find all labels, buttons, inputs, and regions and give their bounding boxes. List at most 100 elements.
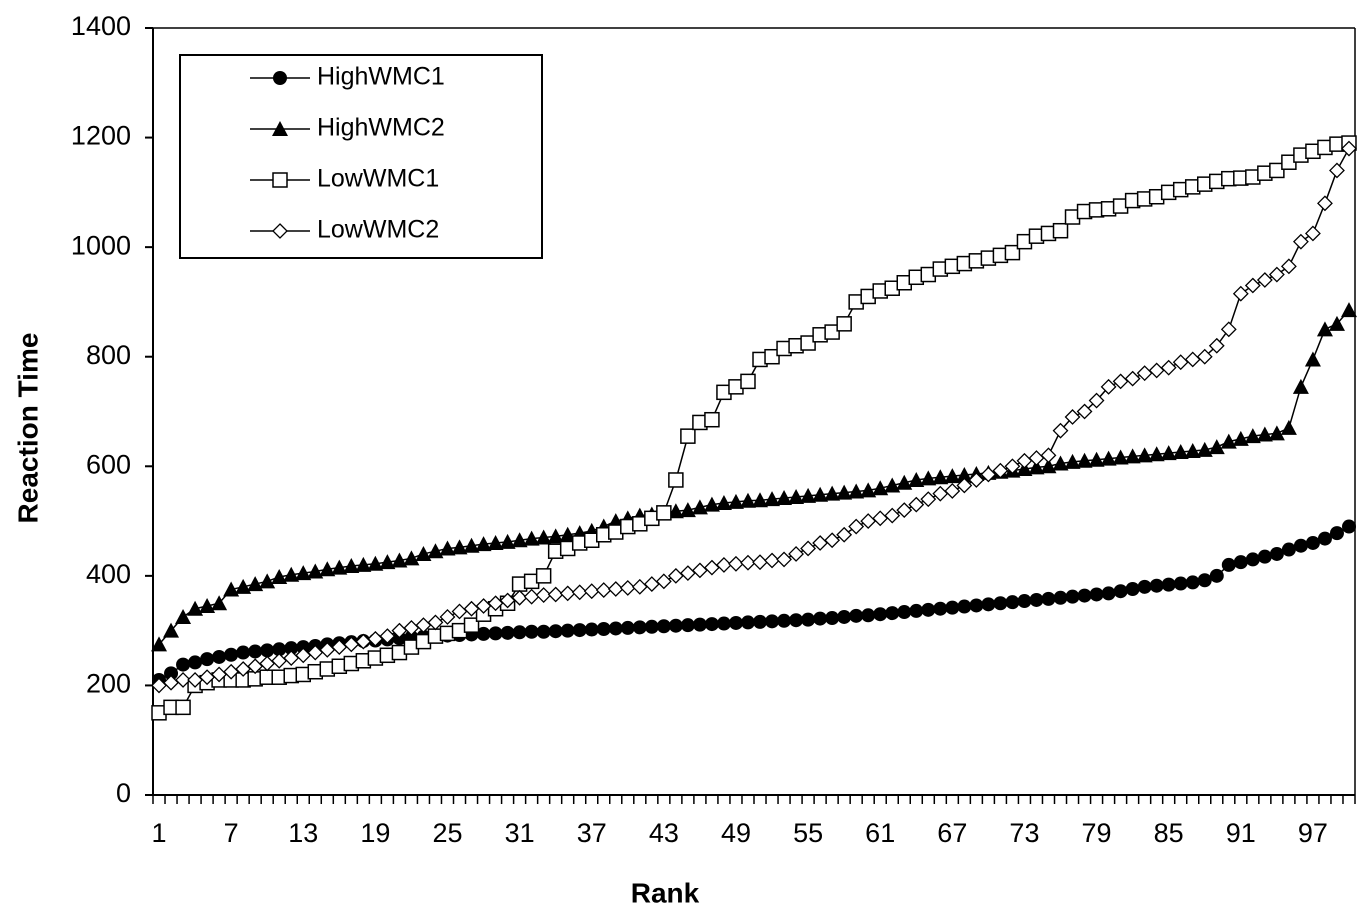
- marker: [969, 598, 984, 613]
- marker: [1304, 351, 1321, 367]
- marker: [295, 565, 312, 581]
- marker: [1184, 442, 1201, 458]
- marker: [1173, 576, 1188, 591]
- marker: [644, 619, 659, 634]
- y-tick-label: 1000: [71, 230, 131, 260]
- legend-box: [179, 54, 543, 259]
- marker: [212, 649, 227, 664]
- marker: [1316, 321, 1333, 337]
- marker: [981, 597, 996, 612]
- marker: [307, 563, 324, 579]
- marker: [1052, 422, 1069, 439]
- marker: [728, 615, 743, 630]
- marker: [271, 568, 288, 584]
- marker: [1244, 428, 1261, 444]
- y-tick-label: 1400: [71, 11, 131, 41]
- marker: [1220, 321, 1237, 338]
- series-2: [151, 135, 1357, 721]
- marker: [764, 552, 780, 569]
- marker: [957, 599, 972, 614]
- marker: [391, 552, 408, 568]
- marker: [187, 600, 204, 616]
- marker: [175, 672, 191, 688]
- marker: [716, 616, 731, 631]
- marker: [1088, 451, 1105, 467]
- marker: [1244, 277, 1261, 294]
- marker: [211, 595, 228, 611]
- marker: [319, 561, 336, 577]
- marker: [1149, 578, 1164, 593]
- marker: [1028, 450, 1045, 466]
- marker: [704, 411, 720, 428]
- marker: [788, 546, 804, 562]
- series-0: [152, 519, 1356, 687]
- marker: [885, 606, 900, 621]
- marker: [980, 466, 997, 483]
- marker: [727, 493, 744, 509]
- marker: [235, 578, 252, 594]
- marker: [753, 614, 768, 629]
- marker: [1125, 582, 1140, 597]
- marker: [175, 608, 192, 624]
- marker: [740, 554, 756, 571]
- marker: [523, 530, 540, 546]
- marker: [151, 636, 168, 652]
- marker: [488, 626, 503, 641]
- marker: [1148, 446, 1165, 462]
- marker: [824, 485, 841, 501]
- marker: [1113, 584, 1128, 599]
- marker: [1017, 594, 1032, 609]
- marker: [1172, 444, 1189, 460]
- marker: [1268, 266, 1285, 283]
- marker: [272, 642, 287, 657]
- marker: [860, 482, 877, 498]
- legend-label: LowWMC2: [317, 216, 439, 244]
- marker: [1041, 591, 1056, 606]
- marker: [1100, 378, 1117, 395]
- marker: [283, 566, 300, 582]
- marker: [512, 625, 527, 640]
- marker: [908, 496, 925, 513]
- marker: [656, 619, 671, 634]
- marker: [379, 554, 396, 570]
- marker: [427, 614, 444, 631]
- y-tick-label: 400: [86, 559, 131, 589]
- marker: [560, 623, 575, 638]
- marker: [1328, 315, 1345, 331]
- marker: [1209, 568, 1224, 583]
- marker: [536, 624, 551, 639]
- marker: [584, 622, 599, 637]
- marker: [788, 488, 805, 504]
- marker: [944, 468, 961, 484]
- marker: [247, 576, 264, 592]
- marker: [1305, 225, 1321, 242]
- marker: [668, 618, 683, 633]
- marker: [1029, 592, 1044, 607]
- marker: [572, 623, 587, 638]
- marker: [1064, 453, 1081, 469]
- marker: [272, 223, 288, 239]
- marker: [1052, 455, 1069, 471]
- marker: [223, 581, 240, 597]
- marker: [933, 601, 948, 616]
- marker: [463, 537, 480, 553]
- marker: [547, 586, 564, 603]
- marker: [1052, 222, 1069, 239]
- marker: [379, 628, 396, 645]
- marker: [1028, 459, 1045, 475]
- marker: [715, 494, 732, 510]
- marker: [1040, 447, 1057, 464]
- marker: [1004, 458, 1021, 475]
- marker: [1292, 233, 1309, 250]
- marker: [680, 618, 695, 633]
- marker: [1124, 370, 1141, 387]
- marker: [643, 576, 660, 592]
- x-tick-label: 37: [577, 818, 607, 848]
- marker: [188, 655, 203, 670]
- marker: [1208, 337, 1225, 354]
- marker: [1256, 426, 1273, 442]
- marker: [439, 540, 456, 556]
- marker: [595, 582, 612, 599]
- marker: [296, 640, 311, 655]
- x-tick-label: 19: [360, 818, 390, 848]
